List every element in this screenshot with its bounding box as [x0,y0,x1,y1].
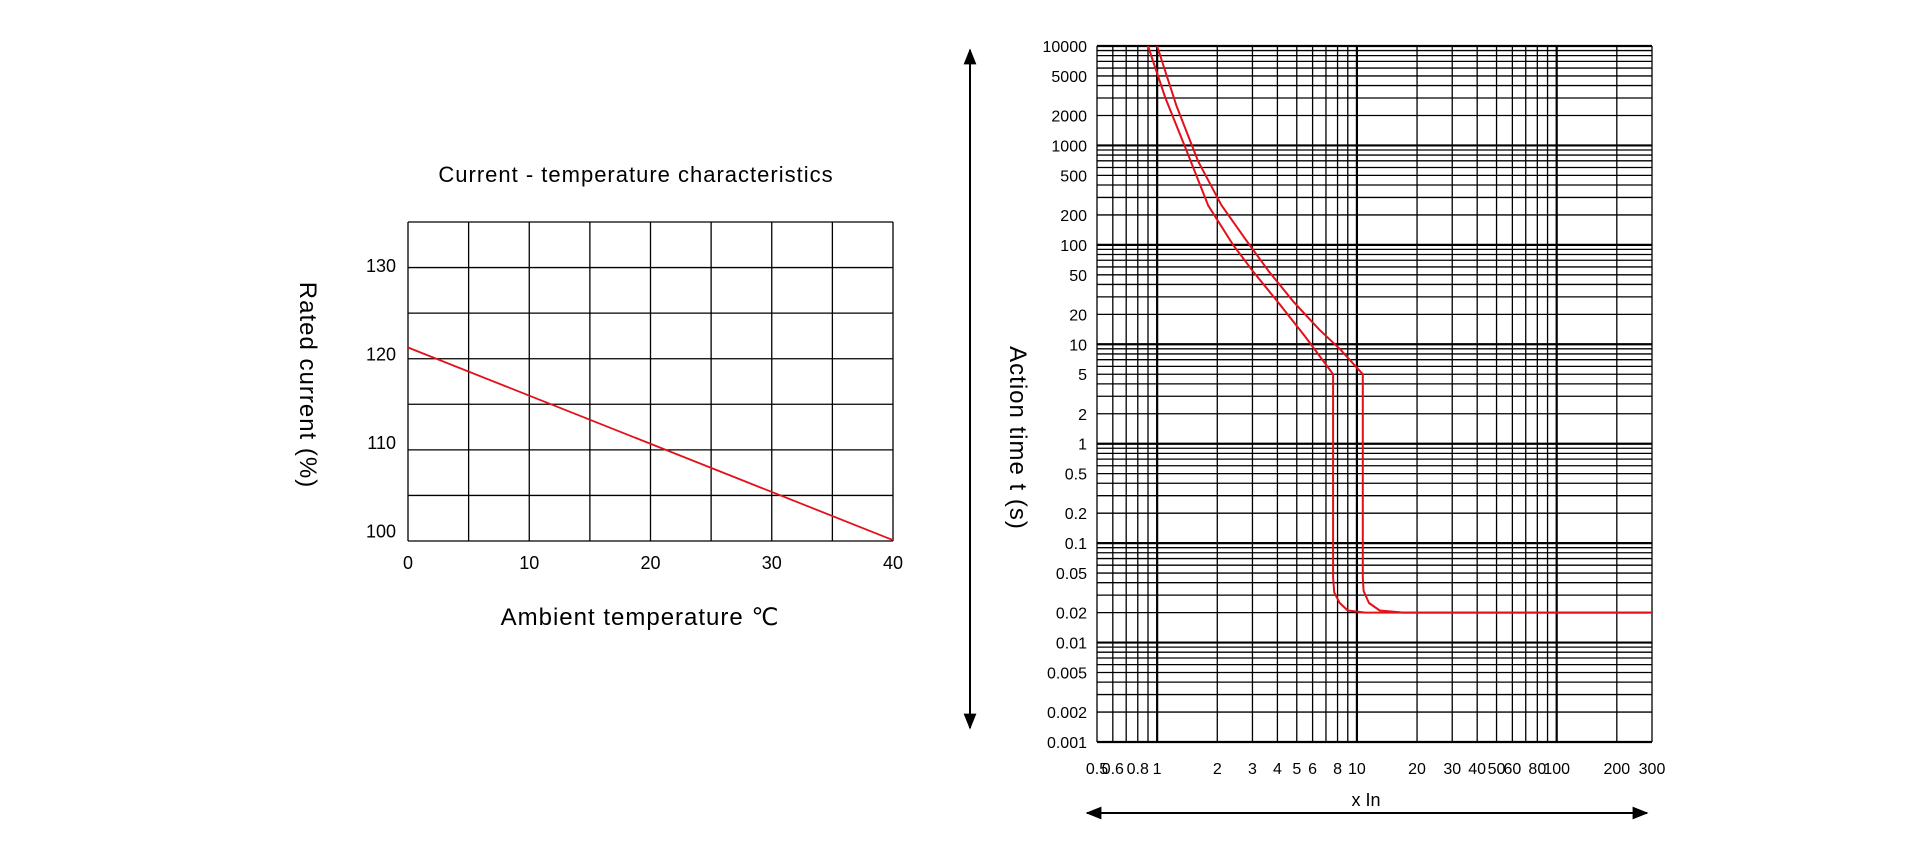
chart2-x-tick-label: 0.5 [1086,761,1108,778]
chart2-x-tick-label: 0.8 [1127,761,1149,778]
chart2-x-tick-label: 4 [1273,761,1282,778]
chart2-y-tick-label: 0.2 [1065,506,1087,523]
chart2-x-tick-label: 10 [1348,761,1366,778]
chart2-x-tick-label: 8 [1333,761,1342,778]
chart2-y-tick-label: 0.005 [1047,666,1087,683]
chart2-y-tick-label: 10000 [1043,39,1088,56]
chart2-series-line-2 [1156,45,1652,614]
chart2-y-tick-label: 0.01 [1056,636,1087,653]
chart1-x-tick-label: 20 [640,553,660,573]
chart1-x-ticks: 0 10 20 30 40 [403,553,903,573]
chart2-x-tick-label: 30 [1443,761,1461,778]
chart2-y-axis-label: Action time t (s) [1004,346,1031,530]
chart2-x-tick-label: 1 [1153,761,1162,778]
chart1-x-tick-label: 30 [762,553,782,573]
chart2-x-tick-label: 6 [1308,761,1317,778]
chart1-series [407,346,894,541]
chart2-grid [1096,44,1653,744]
chart2-y-tick-label: 20 [1069,307,1087,324]
chart2-x-tick-label: 20 [1408,761,1426,778]
chart1-x-tick-label: 10 [519,553,539,573]
chart1-y-tick-label: 130 [366,256,396,276]
chart1-y-ticks: 100 110 120 130 [366,256,396,541]
chart2-x-tick-label: 300 [1639,761,1666,778]
chart1-y-tick-label: 120 [366,345,396,365]
chart1-x-tick-label: 0 [403,553,413,573]
chart2-x-tick-label: 2 [1213,761,1222,778]
action-time-chart: 0.001 0.002 0.005 0.01 0.02 0.05 0.1 0.2 0.5 1 2 5 1… [963,39,1666,820]
chart1-y-tick-label: 110 [367,433,396,453]
chart2-x-tick-label: 0.6 [1102,761,1124,778]
chart2-x-tick-label: 3 [1248,761,1257,778]
chart2-y-tick-label: 2 [1078,407,1087,424]
chart2-y-tick-label: 100 [1060,238,1087,255]
current-temperature-chart: Current - temperature characteristics 10… [294,162,903,631]
chart2-x-tick-label: 40 [1468,761,1486,778]
chart2-y-ticks: 0.001 0.002 0.005 0.01 0.02 0.05 0.1 0.2 0.5 1 2 5 1… [1043,39,1088,752]
chart2-y-tick-label: 5000 [1051,69,1087,86]
chart2-x-tick-label: 60 [1503,761,1521,778]
chart2-y-tick-label: 50 [1069,268,1087,285]
chart1-series-line-1 [407,346,894,541]
chart2-y-tick-label: 2000 [1051,108,1087,125]
chart2-x-tick-label: 200 [1603,761,1630,778]
chart1-y-tick-label: 100 [366,521,396,541]
chart1-x-tick-label: 40 [883,553,903,573]
chart2-y-tick-label: 0.5 [1065,467,1087,484]
chart2-y-tick-label: 10 [1069,337,1087,354]
chart2-x-tick-label: 100 [1543,761,1570,778]
chart2-y-tick-label: 0.001 [1047,735,1087,752]
chart2-x-tick-label: 50 [1488,761,1506,778]
chart2-y-tick-label: 200 [1060,208,1087,225]
chart1-title: Current - temperature characteristics [438,162,833,187]
chart2-series [1147,45,1652,614]
chart1-x-axis-label: Ambient temperature ℃ [501,604,780,631]
chart1-y-axis-label: Rated current (%) [294,282,321,488]
chart2-y-tick-label: 1 [1078,437,1087,454]
chart2-series-line-1 [1147,45,1652,614]
chart2-y-tick-label: 0.02 [1056,606,1087,623]
chart2-y-tick-label: 1000 [1051,138,1087,155]
chart1-grid [407,221,894,542]
chart2-y-tick-label: 0.05 [1056,566,1087,583]
chart2-y-tick-label: 0.1 [1065,536,1087,553]
chart2-x-tick-label: 80 [1528,761,1546,778]
chart2-y-tick-label: 5 [1078,367,1087,384]
chart2-y-tick-label: 500 [1060,168,1087,185]
chart2-x-tick-label: 5 [1292,761,1301,778]
chart2-x-axis-label: x In [1351,790,1380,810]
chart2-y-tick-label: 0.002 [1047,705,1087,722]
